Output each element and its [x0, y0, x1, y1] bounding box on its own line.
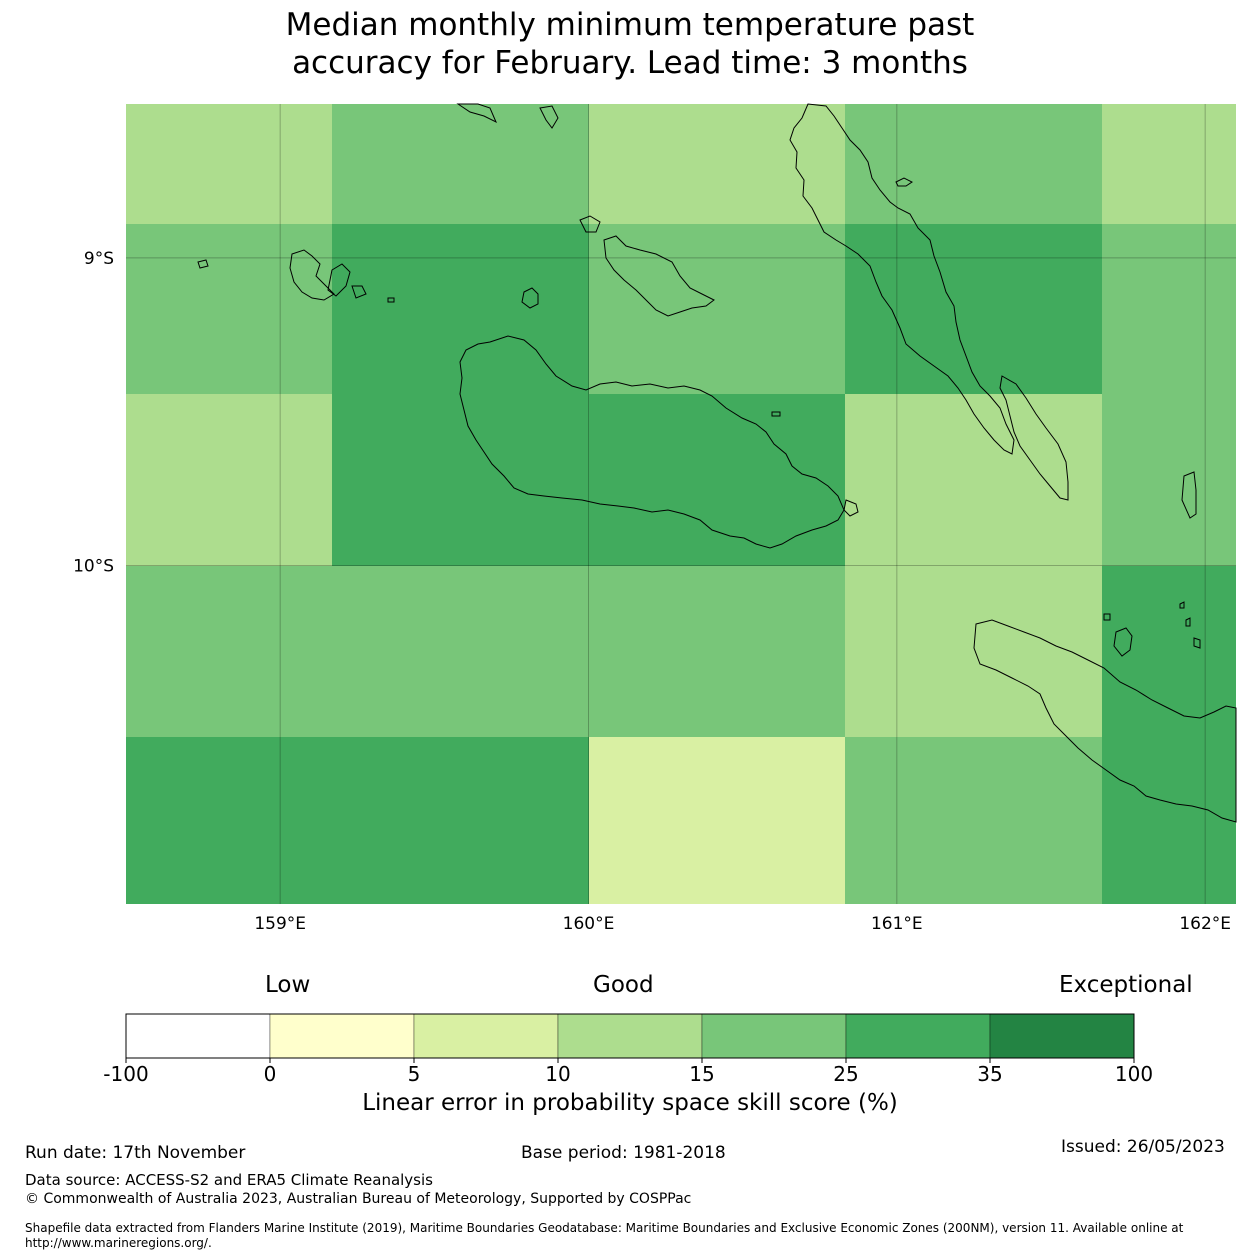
skill-cell	[845, 737, 1102, 904]
coastline-makira	[973, 619, 1237, 823]
skill-cell	[589, 737, 845, 904]
coastline-islet	[1193, 637, 1201, 649]
colorbar-good-label: Good	[593, 972, 654, 998]
data-source: Data source: ACCESS-S2 and ERA5 Climate …	[25, 1171, 433, 1189]
coastline-malaita	[999, 375, 1069, 501]
colorbar-low-label: Low	[265, 972, 311, 998]
coastline-guadalcanal	[459, 335, 845, 549]
lon-tick-label: 162°E	[1179, 914, 1231, 934]
skill-cell	[126, 394, 332, 566]
colorbar-bin	[845, 1013, 991, 1059]
colorbar-tick-label: 25	[833, 1062, 858, 1086]
coastline-new-georgia	[456, 103, 497, 124]
colorbar-bin	[989, 1013, 1135, 1059]
coastline-islet	[895, 177, 913, 187]
skill-cell	[332, 394, 589, 566]
skill-cell	[332, 566, 589, 737]
colorbar-tick-label: 10	[545, 1062, 570, 1086]
colorbar-bin	[413, 1013, 559, 1059]
coastline-santa-isabel	[789, 103, 1015, 455]
coastline-islet	[771, 411, 781, 417]
skill-cell	[1102, 394, 1236, 566]
copyright: © Commonwealth of Australia 2023, Austra…	[25, 1191, 692, 1207]
colorbar-tick-label: 5	[408, 1062, 421, 1086]
coastline-islet	[1113, 627, 1133, 657]
lon-tick-label: 160°E	[563, 914, 615, 934]
coastline-islet	[1103, 613, 1111, 621]
skill-cell	[126, 566, 332, 737]
coastline-savo	[521, 287, 539, 309]
shapefile-credit: Shapefile data extracted from Flanders M…	[25, 1221, 1184, 1250]
skill-cell	[589, 224, 845, 394]
colorbar-frame	[125, 1013, 1135, 1059]
skill-cell	[845, 224, 1102, 394]
skill-cell	[845, 104, 1102, 224]
colorbar: -100 0 5 10 15 25 35 100	[103, 1013, 1153, 1086]
coastline-islet	[1179, 601, 1185, 609]
coastline-islet	[387, 297, 395, 303]
lat-tick-label: 9°S	[84, 249, 114, 269]
skill-cell	[332, 737, 589, 904]
skill-cell	[1102, 104, 1236, 224]
title-line-1: Median monthly minimum temperature past	[285, 7, 975, 43]
map-title: Median monthly minimum temperature past …	[0, 6, 1260, 82]
skill-cell	[1102, 737, 1236, 904]
skill-grid-cells	[126, 104, 1236, 904]
skill-map: 9°S 10°S 159°E 160°E 161°E 162°E	[73, 103, 1237, 934]
coastline-florida-islands	[603, 235, 715, 317]
lat-tick-label: 10°S	[73, 557, 114, 577]
map-gridlines	[126, 104, 1236, 904]
longitude-tick-labels: 159°E 160°E 161°E 162°E	[254, 914, 1231, 934]
title-line-2: accuracy for February. Lead time: 3 mont…	[292, 45, 968, 81]
coastline-islet	[843, 499, 859, 517]
lon-tick-label: 159°E	[254, 914, 306, 934]
colorbar-bin	[125, 1013, 271, 1059]
colorbar-bin	[269, 1013, 415, 1059]
coastline-islet	[579, 215, 601, 233]
colorbar-title: Linear error in probability space skill …	[362, 1090, 898, 1116]
coastline-russell-islands	[327, 263, 351, 297]
coastline-islet	[1181, 471, 1197, 519]
colorbar-tick-label: 15	[689, 1062, 714, 1086]
coastline-islet	[1185, 617, 1191, 627]
skill-cell	[1102, 224, 1236, 394]
coastlines	[197, 103, 1237, 823]
skill-cell	[126, 737, 332, 904]
colorbar-tick-label: 100	[1115, 1062, 1153, 1086]
skill-cell	[332, 104, 589, 224]
issued-date: Issued: 26/05/2023	[1061, 1137, 1225, 1157]
colorbar-tick-labels: -100 0 5 10 15 25 35 100	[103, 1058, 1153, 1086]
colorbar-bin	[557, 1013, 703, 1059]
colorbar-exceptional-label: Exceptional	[1059, 972, 1193, 998]
coastline-islet	[197, 259, 209, 269]
latitude-tick-labels: 9°S 10°S	[73, 249, 114, 577]
colorbar-tick-label: 35	[977, 1062, 1002, 1086]
run-date: Run date: 17th November	[25, 1143, 246, 1163]
skill-cell	[845, 566, 1102, 737]
base-period: Base period: 1981-2018	[521, 1143, 726, 1163]
colorbar-tick-label: 0	[264, 1062, 277, 1086]
skill-cell	[589, 104, 845, 224]
colorbar-tick-label: -100	[103, 1062, 148, 1086]
skill-cell	[126, 104, 332, 224]
coastline-islet	[539, 105, 559, 129]
lon-tick-label: 161°E	[871, 914, 923, 934]
colorbar-bins	[125, 1013, 1135, 1059]
skill-cell	[845, 394, 1102, 566]
coastline-islet	[351, 285, 367, 299]
skill-cell	[589, 566, 845, 737]
skill-cell	[589, 394, 845, 566]
colorbar-bin	[701, 1013, 847, 1059]
